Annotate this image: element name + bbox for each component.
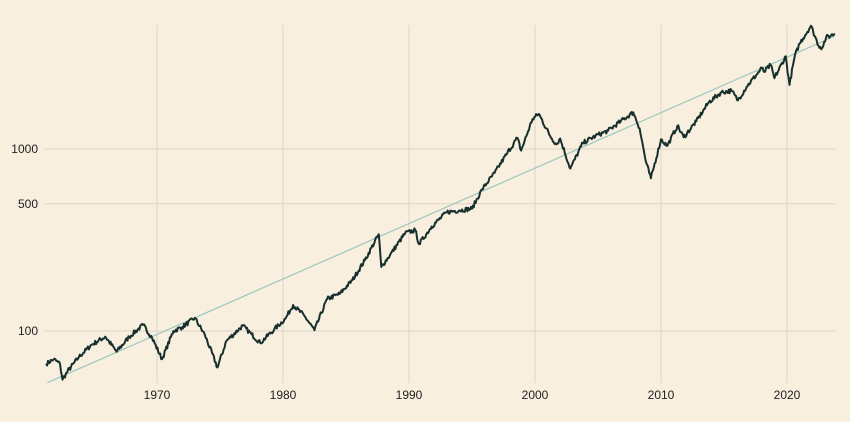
x-tick-label-1990: 1990: [396, 388, 423, 402]
x-tick-label-2020: 2020: [774, 388, 801, 402]
x-tick-label-2010: 2010: [648, 388, 675, 402]
y-axis-ticks: 100 500 1000: [11, 142, 38, 338]
y-tick-label-1000: 1000: [11, 142, 38, 156]
x-tick-label-1980: 1980: [270, 388, 297, 402]
x-tick-label-1970: 1970: [144, 388, 171, 402]
price-series-line: [45, 24, 836, 381]
y-tick-label-500: 500: [18, 197, 38, 211]
x-tick-label-2000: 2000: [522, 388, 549, 402]
trend-line: [47, 35, 836, 384]
x-axis-ticks: 1970 1980 1990 2000 2010 2020: [144, 388, 801, 402]
y-tick-label-100: 100: [18, 324, 38, 338]
